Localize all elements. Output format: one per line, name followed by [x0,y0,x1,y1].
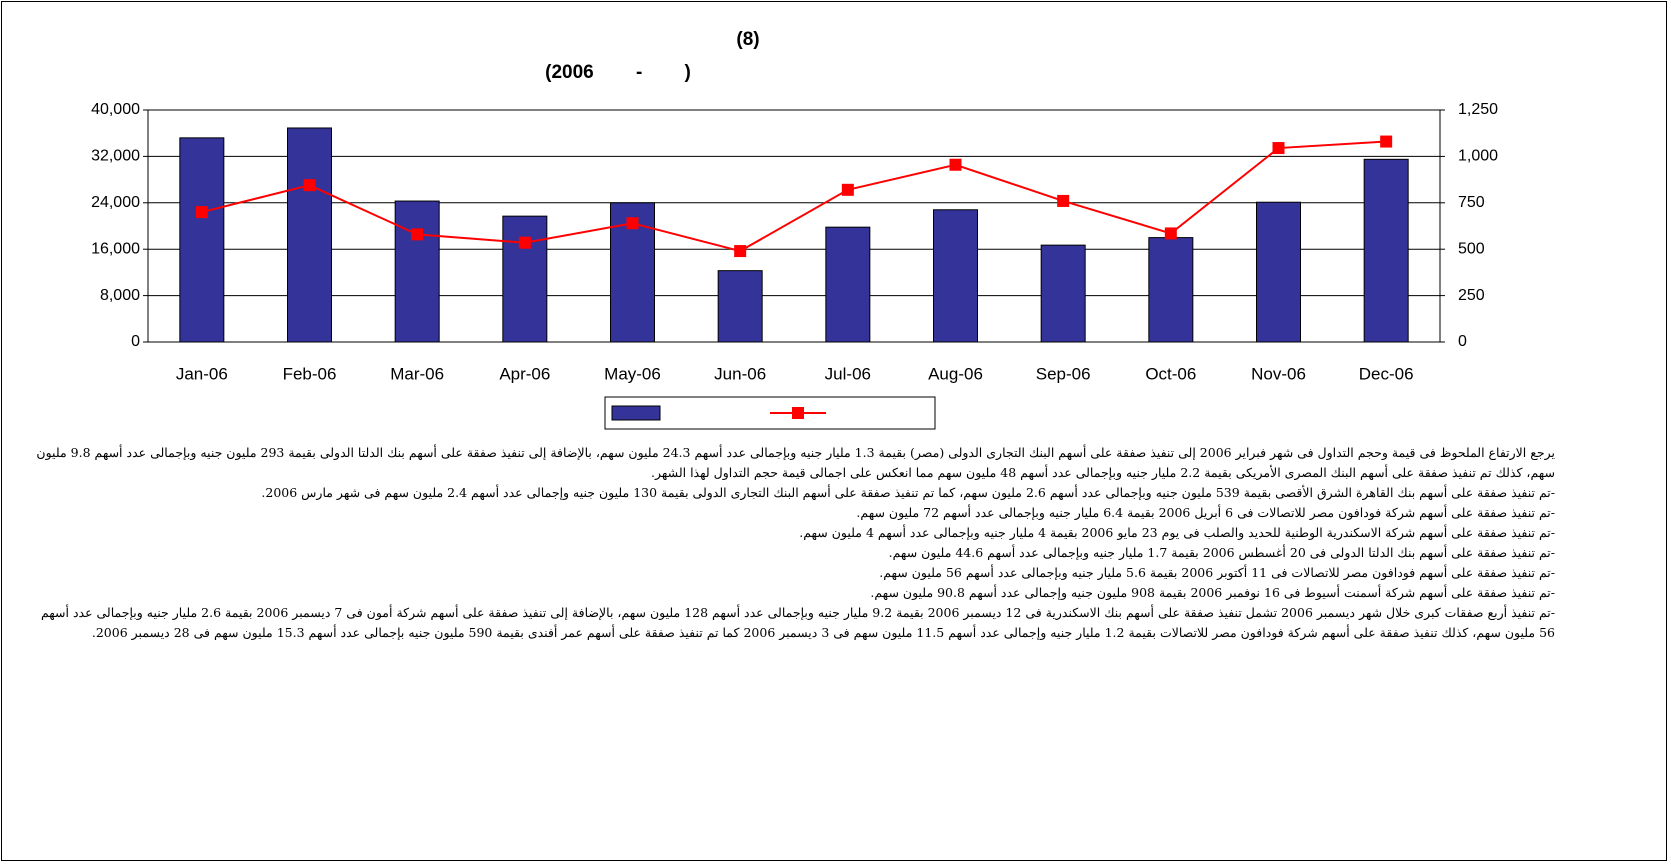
bar [825,226,871,343]
paragraph: -تم تنفيذ صفقة على أسهم فودافون مصر للات… [879,565,1555,580]
marker [195,206,208,219]
x-tick-label: Aug-06 [928,364,983,383]
bar [933,209,978,343]
x-tick-label: Jun-06 [714,364,766,383]
y-tick-label: 0 [131,333,140,350]
y-tick-label: 32,000 [91,148,140,165]
bar [1256,201,1301,343]
bar [717,270,763,343]
marker [518,236,531,249]
y2-tick-label: 0 [1458,333,1467,350]
bar [394,200,440,343]
x-tick-label: Sep-06 [1036,364,1091,383]
marker [841,183,854,196]
bar [287,127,332,343]
marker [734,245,747,258]
marker [1272,142,1285,155]
bar [179,137,225,343]
legend-swatch [792,407,804,419]
x-tick-label: Oct-06 [1145,364,1196,383]
y-tick-label: 16,000 [91,240,140,257]
chart-title: (8) [736,29,759,50]
marker [411,228,424,241]
y2-tick-label: 250 [1458,287,1485,304]
paragraph: -تم تنفيذ صفقة على أسهم شركة فودافون مصر… [856,505,1555,520]
paragraph: -تم تنفيذ صفقة على أسهم بنك الدلتا الدول… [888,545,1555,560]
marker [303,179,316,192]
paragraph: -تم تنفيذ صفقة على أسهم بنك القاهرة الشر… [261,485,1555,500]
x-tick-label: Jan-06 [176,364,228,383]
x-tick-label: Jul-06 [825,364,871,383]
y-tick-label: 8,000 [100,287,140,304]
marker [1380,135,1393,148]
x-tick-label: May-06 [604,364,661,383]
bar [1040,244,1086,343]
y2-tick-label: 1,000 [1458,148,1498,165]
line [201,140,1387,253]
paragraph: -تم تنفيذ صفقة على أسهم شركة أسمنت أسيوط… [870,585,1555,600]
x-tick-label: Apr-06 [499,364,550,383]
paragraph: -تم تنفيذ أربع صفقات كبرى خلال شهر ديسمب… [40,605,1555,640]
marker [1164,227,1177,240]
marker [626,217,639,230]
bar [502,215,548,343]
y2-tick-label: 500 [1458,240,1485,257]
legend-swatch [611,405,661,421]
paragraph: يرجع الارتفاع الملحوظ فى قيمة وحجم التدا… [36,445,1555,480]
bar [1148,237,1194,343]
y2-tick-label: 1,250 [1458,101,1498,118]
y-tick-label: 40,000 [91,101,140,118]
x-tick-label: Feb-06 [283,364,337,383]
chart: (8) (2006 - ) 0 8,000 16,000 24,000 32,000 40… [91,29,1498,430]
x-tick-label: Mar-06 [390,364,444,383]
x-tick-label: Dec-06 [1359,364,1414,383]
marker [1057,194,1070,207]
notes: يرجع الارتفاع الملحوظ فى قيمة وحجم التدا… [30,443,1555,643]
bar [1363,158,1409,343]
paragraph: -تم تنفيذ صفقة على أسهم شركة الاسكندرية … [799,525,1555,540]
y2-tick-label: 750 [1458,194,1485,211]
chart-subtitle: (2006 - ) [545,62,691,83]
x-tick-label: Nov-06 [1251,364,1306,383]
marker [949,158,962,171]
y-tick-label: 24,000 [91,194,140,211]
